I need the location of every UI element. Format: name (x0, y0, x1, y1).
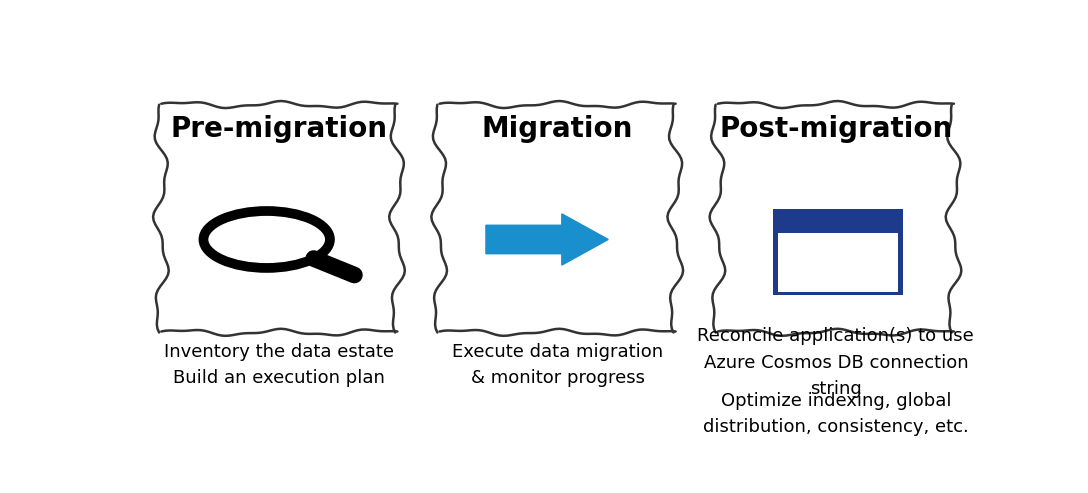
FancyBboxPatch shape (778, 233, 899, 292)
Text: Migration: Migration (482, 115, 633, 143)
Text: Inventory the data estate
Build an execution plan: Inventory the data estate Build an execu… (164, 343, 394, 387)
FancyArrow shape (486, 214, 608, 265)
Text: Optimize indexing, global
distribution, consistency, etc.: Optimize indexing, global distribution, … (703, 392, 968, 436)
Text: Pre-migration: Pre-migration (171, 115, 387, 143)
Text: Reconcile application(s) to use
Azure Cosmos DB connection
string: Reconcile application(s) to use Azure Co… (697, 327, 974, 398)
FancyBboxPatch shape (772, 209, 903, 294)
Text: Post-migration: Post-migration (719, 115, 952, 143)
Text: Execute data migration
& monitor progress: Execute data migration & monitor progres… (452, 343, 664, 387)
